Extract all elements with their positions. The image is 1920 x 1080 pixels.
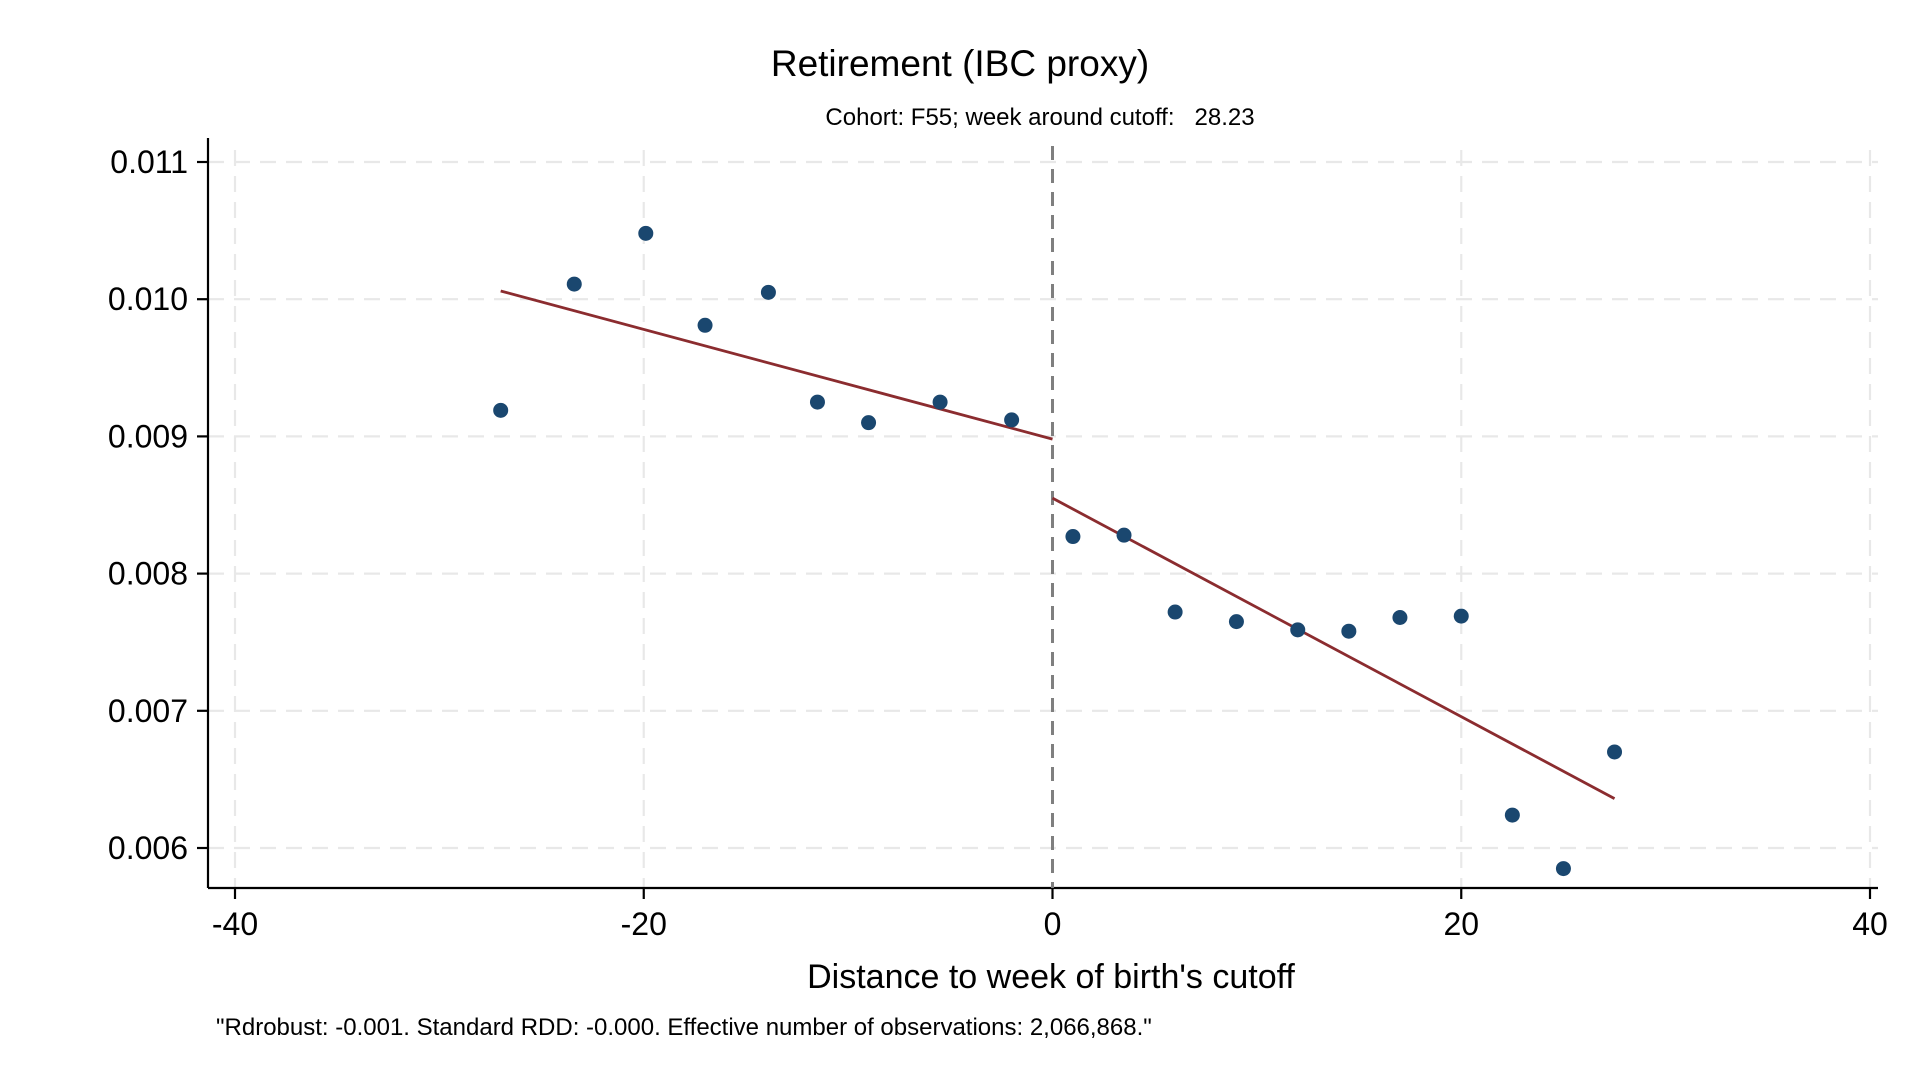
data-point bbox=[861, 415, 877, 431]
data-point bbox=[1116, 527, 1132, 543]
y-tick-label: 0.007 bbox=[108, 693, 188, 729]
y-tick-label: 0.011 bbox=[110, 144, 188, 180]
data-point bbox=[1453, 608, 1469, 624]
chart-title: Retirement (IBC proxy) bbox=[771, 43, 1149, 84]
data-point bbox=[1228, 614, 1244, 630]
data-point bbox=[638, 225, 654, 241]
data-point bbox=[493, 402, 509, 418]
data-point bbox=[1392, 610, 1408, 626]
data-point bbox=[1290, 622, 1306, 638]
data-point bbox=[1004, 412, 1020, 428]
x-axis-ticks: -40 -20 0 20 40 bbox=[212, 888, 1888, 942]
data-point bbox=[697, 317, 713, 333]
x-tick-label: -40 bbox=[212, 906, 258, 942]
y-axis-ticks: 0.006 0.007 0.008 0.009 0.010 0.011 bbox=[108, 144, 208, 866]
grid bbox=[208, 150, 1878, 888]
x-tick-label: -20 bbox=[621, 906, 667, 942]
y-tick-label: 0.006 bbox=[108, 830, 188, 866]
chart-subtitle: Cohort: F55; week around cutoff: 28.23 bbox=[825, 104, 1254, 131]
y-tick-label: 0.010 bbox=[108, 281, 188, 317]
data-point bbox=[1607, 744, 1623, 760]
chart-note: "Rdrobust: -0.001. Standard RDD: -0.000.… bbox=[216, 1014, 1152, 1041]
data-point bbox=[1065, 529, 1081, 545]
x-tick-label: 40 bbox=[1852, 906, 1888, 942]
data-point bbox=[932, 394, 948, 410]
data-point bbox=[1555, 861, 1571, 877]
y-tick-label: 0.009 bbox=[108, 418, 188, 454]
x-tick-label: 20 bbox=[1443, 906, 1479, 942]
axes bbox=[206, 138, 1878, 890]
data-point bbox=[809, 394, 825, 410]
x-tick-label: 0 bbox=[1044, 906, 1062, 942]
data-point bbox=[1504, 807, 1520, 823]
scatter-points bbox=[493, 225, 1623, 877]
fit-lines bbox=[500, 289, 1616, 800]
data-point bbox=[1167, 604, 1183, 620]
y-tick-label: 0.008 bbox=[108, 556, 188, 592]
fit-line-right bbox=[1051, 496, 1616, 800]
x-axis-title: Distance to week of birth's cutoff bbox=[807, 958, 1295, 996]
data-point bbox=[760, 284, 776, 300]
fit-line-left bbox=[500, 289, 1053, 441]
data-point bbox=[566, 276, 582, 292]
data-point bbox=[1341, 623, 1357, 639]
